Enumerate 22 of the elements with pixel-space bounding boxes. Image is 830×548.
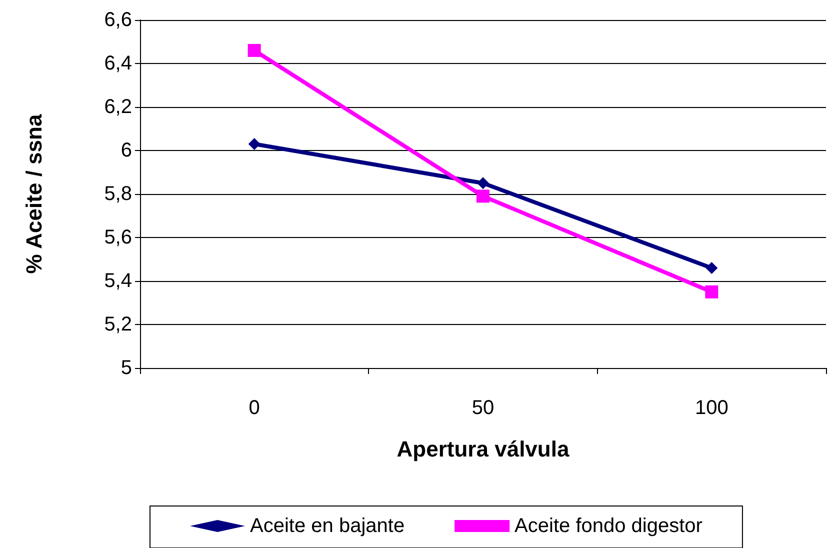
point: [476, 190, 490, 203]
y-tick-label: 5,2: [104, 314, 132, 336]
y-tick-label: 5,4: [104, 270, 132, 292]
legend-label: Aceite fondo digestor: [514, 515, 703, 537]
x-tick-label: 100: [694, 397, 728, 419]
x-tick-label: 0: [248, 397, 260, 419]
y-tick-label: 6,6: [104, 9, 132, 31]
y-tick-label: 6: [120, 140, 132, 162]
point: [705, 285, 718, 298]
legend-label: Aceite en bajante: [250, 515, 405, 537]
y-tick-label: 6,4: [104, 52, 132, 74]
y-tick-label: 6,2: [104, 96, 132, 118]
point: [477, 177, 489, 190]
y-axis-title: % Aceite / ssna: [22, 114, 46, 274]
y-tick-label: 5: [120, 357, 132, 379]
y-tick-label: 5,8: [104, 183, 132, 205]
point: [248, 44, 261, 57]
y-tick-label: 5,6: [104, 226, 132, 248]
point: [706, 262, 718, 274]
point: [248, 138, 260, 150]
x-tick-label: 50: [472, 397, 494, 419]
x-axis-title: Apertura válvula: [396, 436, 570, 462]
